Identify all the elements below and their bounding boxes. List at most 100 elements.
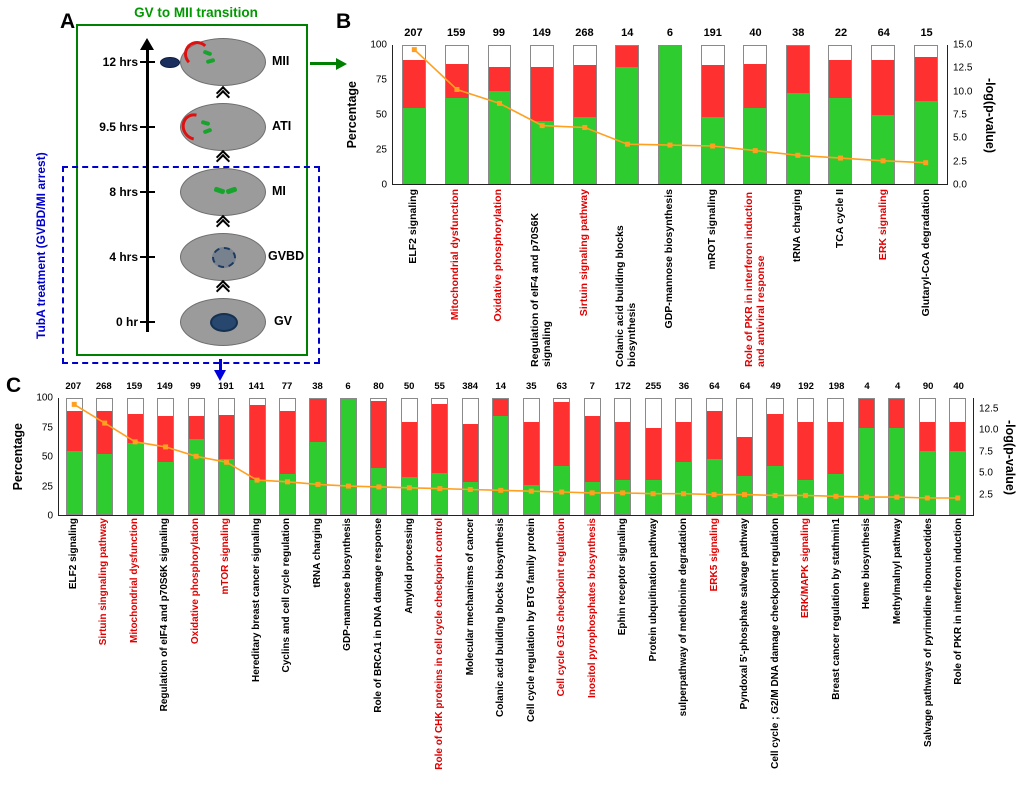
stacked-bar <box>743 45 768 184</box>
category-label: Breast cancer regulation by stathmin1 <box>830 518 842 700</box>
bar-column <box>425 398 455 515</box>
bar-column <box>691 45 734 184</box>
stage-label: GVBD <box>268 249 305 263</box>
stacked-bar <box>828 45 853 184</box>
time-label: 12 hrs <box>102 55 138 69</box>
timeline-tick <box>140 61 155 63</box>
category-label: ERK5 signaling <box>708 518 720 592</box>
stacked-bar <box>96 398 114 515</box>
category-label: Pyndoxal 5'-phosphate salvage pathway <box>739 518 751 710</box>
chromosome-mark <box>213 186 226 195</box>
category-label: ELF2 signaling <box>406 189 419 264</box>
green-segment <box>403 107 426 183</box>
count-label: 40 <box>953 381 964 392</box>
progression-chevron-icon <box>215 149 231 169</box>
stacked-bar <box>278 398 297 515</box>
stacked-bar <box>218 398 236 515</box>
bar-column <box>699 398 729 515</box>
bar-column <box>638 398 668 515</box>
green-segment <box>340 399 356 514</box>
bar-column <box>211 398 241 515</box>
bar-column <box>516 398 546 515</box>
bar-column <box>563 45 606 184</box>
chromosome-mark <box>225 186 238 195</box>
count-label: 191 <box>217 381 234 392</box>
red-segment <box>767 413 783 466</box>
stacked-bar <box>871 45 895 184</box>
bar-column <box>486 398 516 515</box>
category-label: Protein ubquitination pathway <box>647 518 659 662</box>
y2-tick: 5.0 <box>953 132 967 144</box>
stacked-bar <box>705 398 723 515</box>
category-label: Colanic acid building blocks biosynthesi… <box>495 518 507 717</box>
count-label: 4 <box>864 381 870 392</box>
stage-label: ATI <box>272 119 292 133</box>
category-label: ERK signaling <box>876 189 889 261</box>
bar-column <box>272 398 302 515</box>
count-label: 141 <box>248 381 265 392</box>
count-label: 159 <box>446 27 466 39</box>
y-axis-ticks: 0 25 50 75 100 <box>360 40 390 191</box>
green-segment <box>706 458 722 514</box>
y-axis-label-text: Percentage <box>11 423 25 491</box>
green-segment <box>676 462 692 514</box>
timeline-tick <box>140 191 155 193</box>
stage-label: MII <box>272 54 290 68</box>
timeline-tick <box>140 126 155 128</box>
y-axis-label: Percentage <box>344 45 360 185</box>
stacked-bar <box>766 398 784 515</box>
tuba-treatment-label: TubA treatment (GVBD/MI arrest) <box>34 152 48 340</box>
count-label: 64 <box>877 27 890 39</box>
bar-column <box>912 398 942 515</box>
y2-axis-ticks: 12.5 10.0 7.5 5.0 2.5 <box>976 398 1002 516</box>
green-segment <box>493 416 509 514</box>
red-segment <box>249 404 265 480</box>
bar-column <box>790 398 820 515</box>
stacked-bar <box>400 398 418 515</box>
y-tick: 75 <box>41 422 53 433</box>
bar-column <box>393 45 436 184</box>
green-segment <box>158 462 174 514</box>
bar-column <box>242 398 272 515</box>
red-segment <box>432 403 448 473</box>
panel-b-label: B <box>336 10 352 33</box>
red-segment <box>797 422 814 480</box>
count-label: 38 <box>312 381 323 392</box>
category-label: Glutaryl-CoA degradation <box>919 189 932 317</box>
progression-chevron-icon <box>215 279 231 299</box>
green-segment <box>573 117 596 183</box>
y2-tick: 7.5 <box>953 109 967 121</box>
green-segment <box>279 473 296 514</box>
bar-column <box>333 398 363 515</box>
red-segment <box>531 66 554 122</box>
category-label: Heme biosynthesis <box>861 518 873 610</box>
category-label: Cell cycle ; G2/M DNA damage checkpoint … <box>769 518 781 769</box>
y2-axis-label: -log(p-value) <box>982 45 998 185</box>
stacked-bar <box>675 398 693 515</box>
y-tick: 25 <box>41 481 53 492</box>
category-label: sulperpathway of methionine degradation <box>678 518 690 717</box>
green-segment <box>66 450 82 514</box>
stacked-bar <box>522 398 540 515</box>
stacked-bar <box>444 45 469 184</box>
green-segment <box>616 66 639 183</box>
count-label: 172 <box>614 381 631 392</box>
red-segment <box>127 413 143 443</box>
red-segment <box>310 399 326 442</box>
stacked-bar <box>553 398 571 515</box>
count-label: 207 <box>404 27 423 39</box>
timeline-tick <box>140 256 155 258</box>
green-segment <box>432 472 448 514</box>
bar-column <box>606 45 649 184</box>
green-segment <box>767 465 783 514</box>
red-segment <box>615 422 631 480</box>
y-tick: 0 <box>47 510 53 522</box>
stacked-bar <box>487 45 512 184</box>
green-segment <box>584 481 600 514</box>
y2-tick: 10.0 <box>979 424 999 436</box>
count-label: 80 <box>373 381 384 392</box>
category-label: Role of CHK proteins in cell cycle check… <box>434 518 446 770</box>
green-segment <box>701 117 724 183</box>
bar-column <box>521 45 564 184</box>
stacked-bar <box>583 398 601 515</box>
